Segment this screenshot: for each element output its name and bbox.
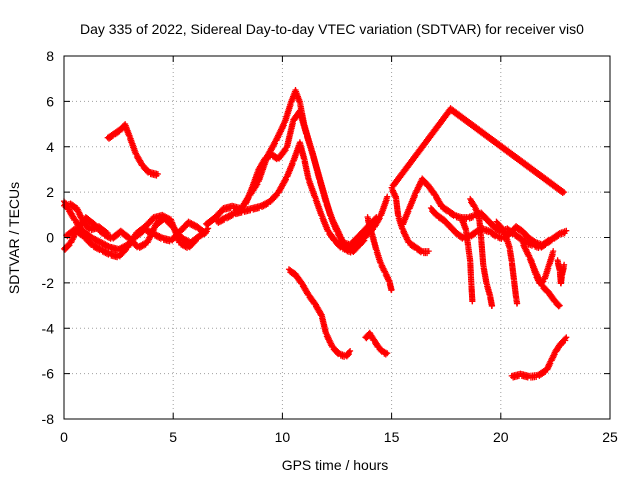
trace-marker <box>280 122 287 129</box>
trace-marker <box>300 155 307 162</box>
trace-marker <box>287 102 294 109</box>
x-tick-label: 25 <box>602 429 618 445</box>
trace-marker <box>182 223 189 230</box>
x-tick-label: 20 <box>493 429 509 445</box>
trace-marker <box>202 229 209 236</box>
trace-marker <box>256 205 263 212</box>
trace-marker <box>203 228 210 235</box>
y-tick-label: 2 <box>46 184 54 200</box>
trace-marker <box>360 238 367 245</box>
trace-marker <box>78 232 85 239</box>
y-axis-label: SDTVAR / TECUs <box>6 182 22 294</box>
x-tick-label: 15 <box>384 429 400 445</box>
trace-marker <box>139 227 146 234</box>
trace-marker <box>334 349 340 356</box>
x-tick-label: 5 <box>169 429 177 445</box>
data-markers <box>61 87 570 381</box>
x-tick-label: 10 <box>275 429 291 445</box>
trace-marker <box>289 270 296 277</box>
trace-marker <box>265 154 272 161</box>
trace-marker <box>282 147 289 154</box>
trace-marker <box>192 237 199 244</box>
trace-marker <box>191 239 198 246</box>
trace-marker <box>383 197 390 204</box>
y-tick-label: 4 <box>46 139 54 155</box>
trace-marker <box>238 209 245 216</box>
trace-marker <box>282 176 289 183</box>
trace-marker <box>229 212 236 219</box>
trace-marker <box>121 248 128 255</box>
trace-marker <box>424 250 431 257</box>
trace-marker <box>376 215 383 222</box>
trace-marker <box>124 234 131 241</box>
x-tick-label: 0 <box>60 429 68 445</box>
trace-marker <box>254 170 261 177</box>
trace-marker <box>361 237 368 244</box>
trace-marker <box>65 243 72 250</box>
y-tick-label: -8 <box>42 411 55 427</box>
trace-marker <box>405 208 412 215</box>
y-tick-label: -2 <box>42 275 55 291</box>
trace-marker <box>86 240 93 247</box>
trace-marker <box>344 352 351 359</box>
trace-marker <box>272 193 279 200</box>
trace-marker <box>377 347 384 354</box>
y-tick-label: 6 <box>46 93 54 109</box>
trace-marker <box>103 230 110 237</box>
trace-marker <box>102 230 109 237</box>
trace-marker <box>368 230 375 237</box>
trace-marker <box>392 194 399 201</box>
trace-marker <box>114 254 121 261</box>
trace-marker <box>411 192 418 199</box>
trace-marker <box>148 218 155 225</box>
trace-marker <box>302 130 309 137</box>
trace-marker <box>353 245 360 252</box>
trace-marker <box>115 129 122 136</box>
chart-title: Day 335 of 2022, Sidereal Day-to-day VTE… <box>80 21 584 37</box>
y-tick-label: 0 <box>46 230 54 246</box>
trace-marker <box>410 243 417 250</box>
trace-marker <box>166 238 173 245</box>
y-tick-label: 8 <box>46 48 54 64</box>
trace-marker <box>289 120 296 127</box>
trace-marker <box>417 249 424 256</box>
trace-marker <box>217 209 224 216</box>
trace-marker <box>382 351 389 358</box>
trace-marker <box>108 133 115 140</box>
trace-marker <box>423 182 430 189</box>
x-axis-label: GPS time / hours <box>282 457 389 473</box>
y-tick-label: -4 <box>42 320 55 336</box>
trace-marker <box>71 205 78 212</box>
trace-marker <box>289 160 296 167</box>
y-tick-label: -6 <box>42 366 55 382</box>
trace-marker <box>388 287 395 294</box>
trace-marker <box>248 188 255 195</box>
trace-marker <box>346 351 353 358</box>
trace-marker <box>153 172 160 179</box>
trace-marker <box>247 207 254 214</box>
